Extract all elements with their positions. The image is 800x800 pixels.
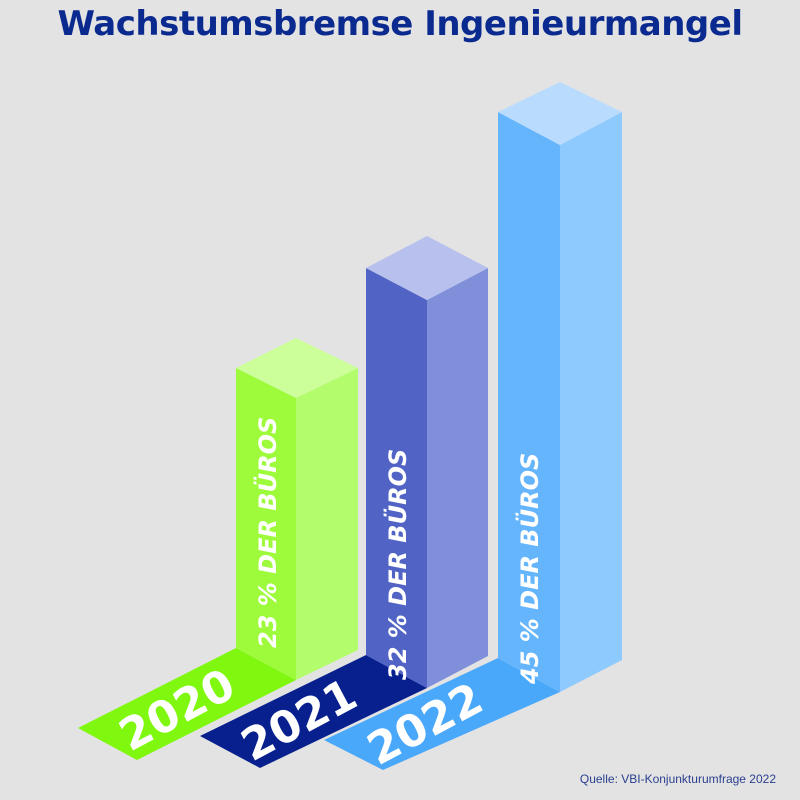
- bar-2021-top-face: [366, 236, 488, 300]
- bar-label-2021: 32 % DER BÜROS: [382, 449, 412, 680]
- bar-2022-right-face: [560, 112, 622, 692]
- floor-2022: [324, 658, 560, 770]
- bar-2021: 32 % DER BÜROS: [366, 236, 488, 688]
- source-note: Quelle: VBI-Konjunkturumfrage 2022: [579, 772, 776, 786]
- bar-2022: 45 % DER BÜROS: [498, 82, 622, 692]
- bar-label-2022: 45 % DER BÜROS: [514, 453, 544, 685]
- bar-2020-top-face: [236, 338, 358, 398]
- bar-2021-right-face: [427, 268, 488, 688]
- floor-2020: [78, 648, 296, 760]
- bar-2020-left-face: [236, 368, 296, 680]
- chart-title: Wachstumsbremse Ingenieurmangel: [57, 4, 743, 44]
- bar-2020: 23 % DER BÜROS: [236, 338, 358, 680]
- bar-2022-left-face: [498, 112, 560, 692]
- bar-label-2020: 23 % DER BÜROS: [252, 417, 282, 648]
- bar-2022-top-face: [498, 82, 622, 145]
- bar-2021-left-face: [366, 268, 427, 688]
- bar-2020-right-face: [296, 368, 358, 680]
- floor-2021: [200, 655, 427, 768]
